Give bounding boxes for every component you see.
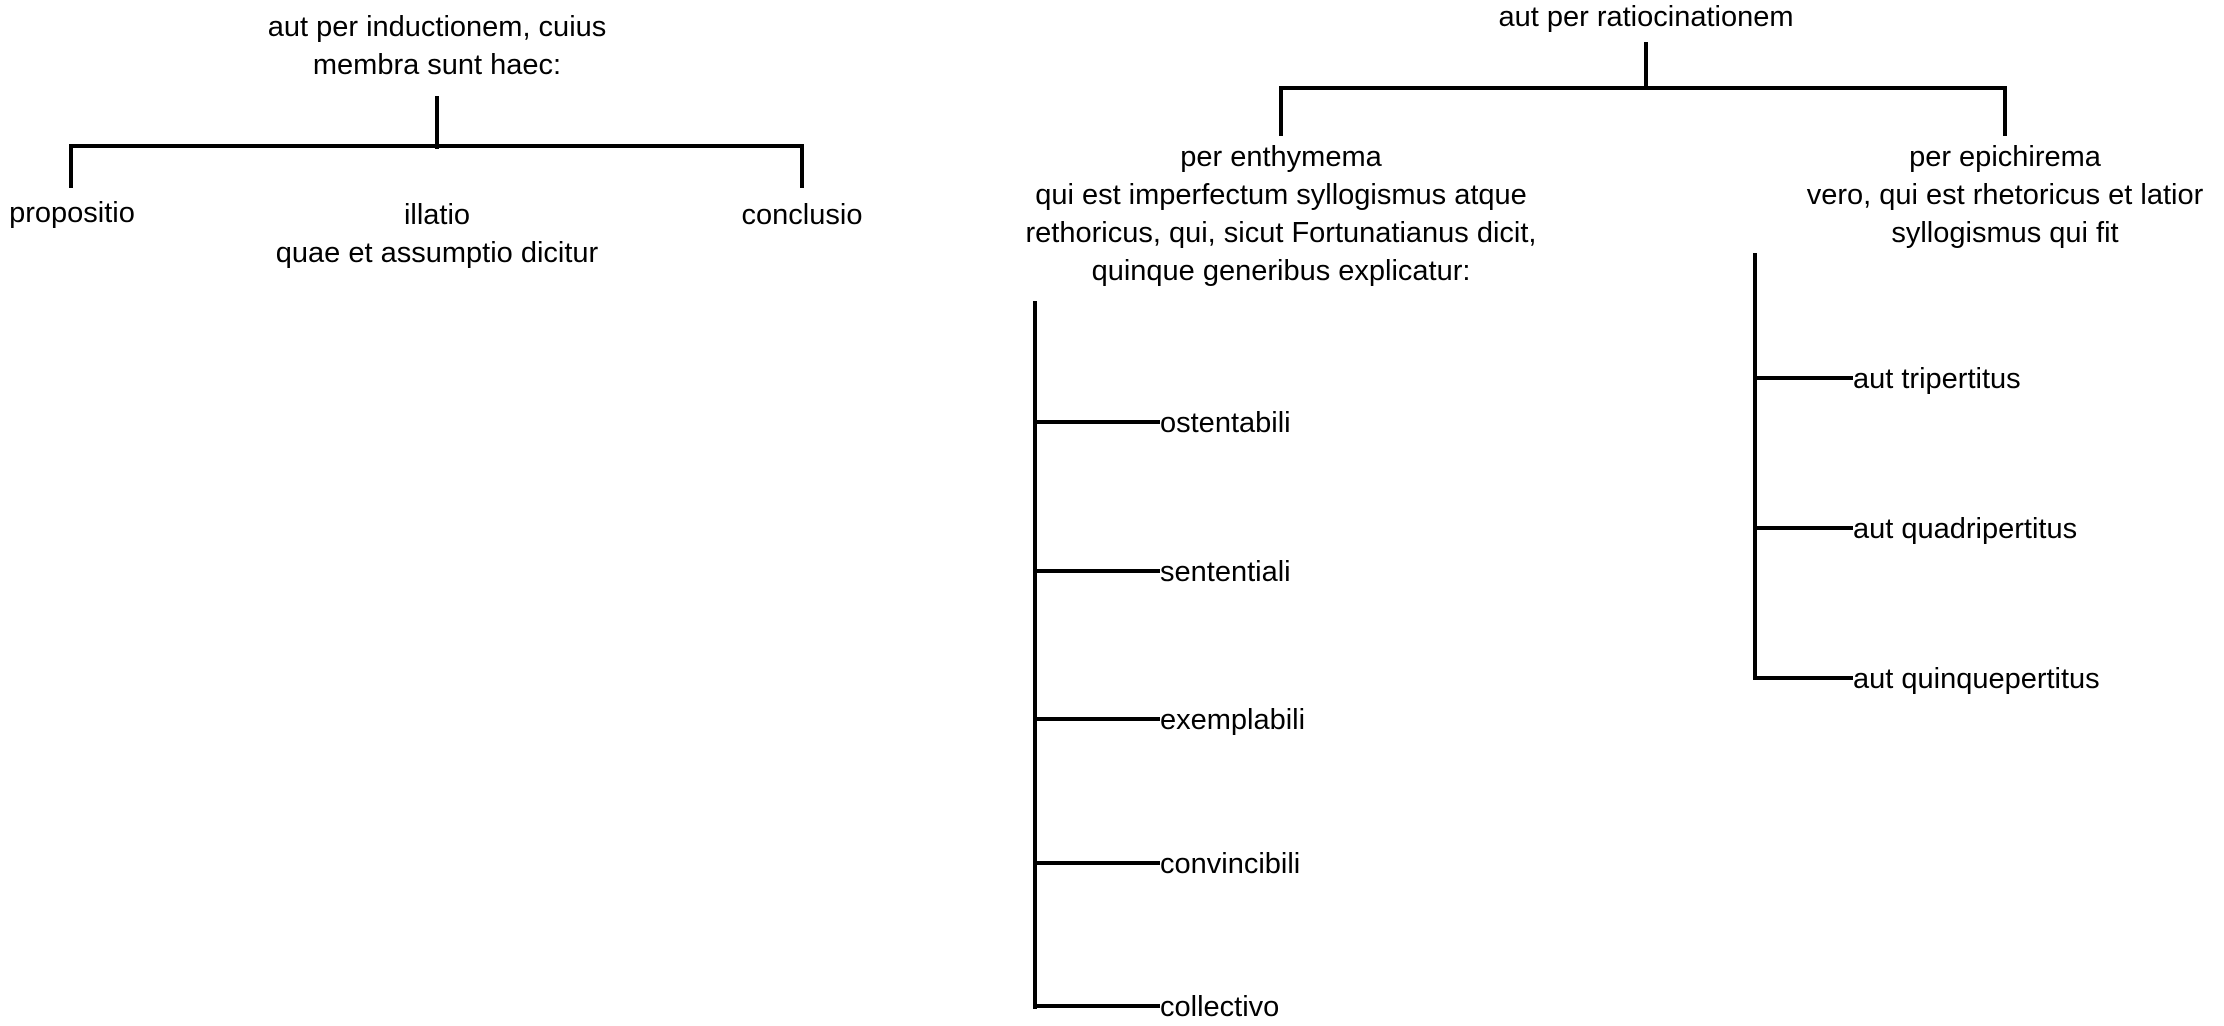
epichirema-line1: per epichirema <box>1909 141 2101 173</box>
enthymema-line3: rethoricus, qui, sicut Fortunatianus dic… <box>1025 217 1537 249</box>
enthymema-item-ostentabili: ostentabili <box>1160 407 1291 439</box>
node-illatio-note: quae et assumptio dicitur <box>275 237 599 269</box>
epichirema-item-tripertitus: aut tripertitus <box>1853 363 2021 395</box>
induction-title-line1: aut per inductionem, cuius <box>267 11 607 43</box>
epichirema-line3: syllogismus qui fit <box>1891 217 2119 249</box>
epichirema-item-quadripertitus: aut quadripertitus <box>1853 513 2078 545</box>
node-enthymema: per enthymema qui est imperfectum syllog… <box>1026 138 1537 290</box>
enthymema-item-collectivo: collectivo <box>1160 991 1280 1023</box>
node-conclusio: conclusio <box>742 196 863 234</box>
epichirema-line2: vero, qui est rhetoricus et latior <box>1806 179 2204 211</box>
induction-title: aut per inductionem, cuius membra sunt h… <box>268 8 607 84</box>
node-propositio: propositio <box>9 194 135 232</box>
ratiocination-title: aut per ratiocinationem <box>1499 0 1794 36</box>
enthymema-line4: quinque generibus explicatur: <box>1091 255 1471 287</box>
node-propositio-label: propositio <box>9 197 135 229</box>
ratiocination-title-label: aut per ratiocinationem <box>1498 1 1794 33</box>
node-epichirema: per epichirema vero, qui est rhetoricus … <box>1807 138 2204 252</box>
enthymema-item-sententiali: sententiali <box>1160 556 1291 588</box>
induction-title-line2: membra sunt haec: <box>312 49 562 81</box>
epichirema-item-quinquepertitus: aut quinquepertitus <box>1853 663 2100 695</box>
enthymema-line2: qui est imperfectum syllogismus atque <box>1035 179 1527 211</box>
enthymema-item-convincibili: convincibili <box>1160 848 1301 880</box>
node-conclusio-label: conclusio <box>741 199 863 231</box>
enthymema-line1: per enthymema <box>1180 141 1382 173</box>
node-illatio-label: illatio <box>403 199 471 231</box>
node-illatio: illatio quae et assumptio dicitur <box>276 196 598 272</box>
enthymema-item-exemplabili: exemplabili <box>1160 704 1306 736</box>
